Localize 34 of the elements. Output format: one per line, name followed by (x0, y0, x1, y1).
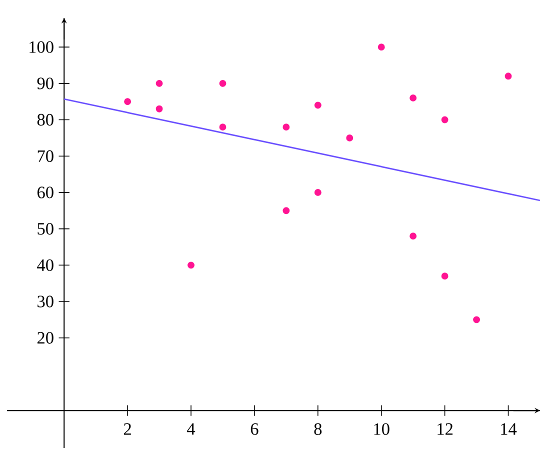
y-tick-label: 100 (30, 41, 54, 53)
y-tick-label: 80 (37, 114, 54, 126)
x-tick-label: 6 (250, 423, 258, 435)
point (156, 105, 163, 112)
point (282, 124, 290, 131)
y-tick-label: 70 (38, 150, 54, 162)
y-tick-label: 20 (37, 332, 54, 344)
point (504, 72, 512, 80)
point (282, 207, 290, 214)
point (473, 316, 480, 324)
point (219, 124, 226, 131)
point (314, 188, 322, 196)
point (219, 80, 226, 87)
point (346, 134, 354, 142)
y-tick-label: 40 (37, 259, 54, 272)
point (188, 262, 194, 269)
y-tick-label: 60 (37, 186, 54, 198)
y-tick-label: 30 (38, 296, 54, 308)
x-tick-label: 8 (314, 423, 322, 435)
point (410, 94, 417, 102)
point (314, 102, 322, 109)
x-tick-label: 2 (124, 423, 131, 435)
point (441, 272, 448, 280)
x-tick-label: 14 (501, 423, 517, 435)
x-tick-label: 10 (374, 423, 390, 435)
point (441, 116, 448, 124)
y-tick-label: 50 (38, 222, 54, 235)
point (378, 44, 385, 51)
point (124, 98, 132, 106)
x-tick-label: 4 (187, 423, 196, 435)
x-tick-label: 12 (438, 423, 453, 435)
point (410, 232, 417, 240)
y-tick-label: 90 (37, 78, 54, 90)
point (156, 80, 163, 87)
